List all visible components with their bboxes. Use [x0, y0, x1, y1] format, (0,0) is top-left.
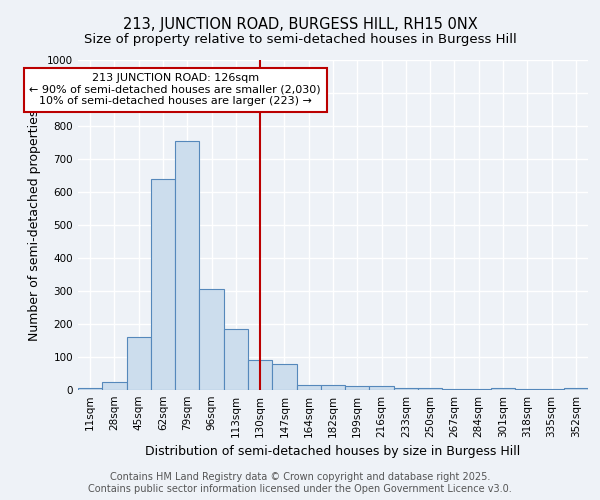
- Text: Contains HM Land Registry data © Crown copyright and database right 2025.
Contai: Contains HM Land Registry data © Crown c…: [88, 472, 512, 494]
- Text: 213, JUNCTION ROAD, BURGESS HILL, RH15 0NX: 213, JUNCTION ROAD, BURGESS HILL, RH15 0…: [122, 18, 478, 32]
- Bar: [127, 337, 151, 390]
- Bar: [78, 388, 102, 390]
- Bar: [467, 389, 491, 390]
- Bar: [418, 388, 442, 390]
- Bar: [394, 388, 418, 390]
- Bar: [272, 364, 296, 390]
- Bar: [491, 388, 515, 390]
- X-axis label: Distribution of semi-detached houses by size in Burgess Hill: Distribution of semi-detached houses by …: [145, 446, 521, 458]
- Text: 213 JUNCTION ROAD: 126sqm
← 90% of semi-detached houses are smaller (2,030)
10% : 213 JUNCTION ROAD: 126sqm ← 90% of semi-…: [29, 73, 321, 106]
- Bar: [151, 179, 175, 390]
- Bar: [224, 329, 248, 390]
- Bar: [564, 388, 588, 390]
- Bar: [296, 385, 321, 390]
- Y-axis label: Number of semi-detached properties: Number of semi-detached properties: [28, 110, 41, 340]
- Text: Size of property relative to semi-detached houses in Burgess Hill: Size of property relative to semi-detach…: [83, 32, 517, 46]
- Bar: [321, 385, 345, 390]
- Bar: [370, 386, 394, 390]
- Bar: [345, 386, 370, 390]
- Bar: [175, 141, 199, 390]
- Bar: [199, 290, 224, 390]
- Bar: [248, 360, 272, 390]
- Bar: [102, 382, 127, 390]
